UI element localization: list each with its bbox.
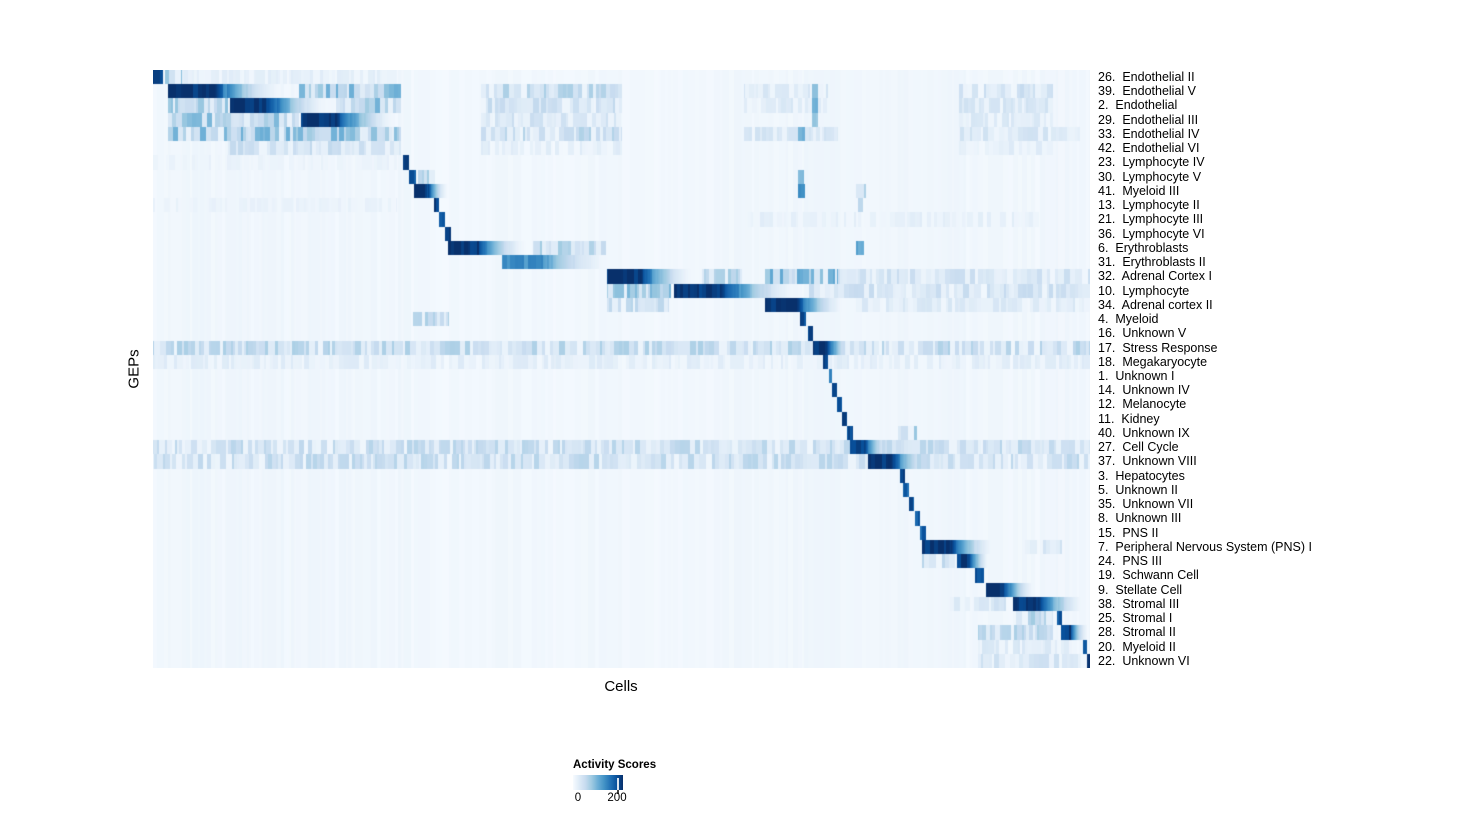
row-label: 33. Endothelial IV xyxy=(1098,126,1200,141)
row-label: 9. Stellate Cell xyxy=(1098,582,1183,597)
row-label: 38. Stromal III xyxy=(1098,596,1180,611)
heatmap-canvas xyxy=(153,70,1090,668)
row-label: 26. Endothelial II xyxy=(1098,70,1195,84)
row-label: 39. Endothelial V xyxy=(1098,84,1196,99)
row-label: 12. Melanocyte xyxy=(1098,397,1187,412)
row-label: 29. Endothelial III xyxy=(1098,112,1199,127)
row-label: 5. Unknown II xyxy=(1098,482,1178,497)
legend-tick-icon xyxy=(617,790,619,794)
row-label: 22. Unknown VI xyxy=(1098,653,1190,668)
row-label: 1. Unknown I xyxy=(1098,369,1175,383)
x-axis-label: Cells xyxy=(604,678,638,695)
row-label: 18. Megakaryocyte xyxy=(1098,354,1208,369)
row-label: 41. Myeloid III xyxy=(1098,183,1180,198)
row-label: 42. Endothelial VI xyxy=(1098,141,1200,156)
row-label: 3. Hepatocytes xyxy=(1098,468,1185,483)
row-label: 23. Lymphocyte IV xyxy=(1098,155,1205,170)
row-labels: 26. Endothelial II 39. Endothelial V 2. En… xyxy=(1098,70,1454,668)
row-label: 8. Unknown III xyxy=(1098,511,1182,526)
row-label: 40. Unknown IX xyxy=(1098,425,1190,440)
row-label: 20. Myeloid II xyxy=(1098,639,1176,654)
row-label: 15. PNS II xyxy=(1098,525,1159,540)
row-label: 4. Myeloid xyxy=(1098,312,1159,327)
legend: Activity Scores 0 200 xyxy=(573,759,656,804)
row-label: 24. PNS III xyxy=(1098,554,1162,569)
y-axis-label: GEPs xyxy=(125,349,143,389)
row-label: 10. Lymphocyte xyxy=(1098,283,1190,298)
row-label: 6. Erythroblasts xyxy=(1098,240,1189,255)
row-label: 2. Endothelial xyxy=(1098,98,1178,113)
legend-title: Activity Scores xyxy=(573,759,657,771)
row-label: 11. Kidney xyxy=(1098,411,1160,426)
row-label: 21. Lymphocyte III xyxy=(1098,212,1204,227)
row-label: 30. Lymphocyte V xyxy=(1098,169,1202,184)
row-label: 25. Stromal I xyxy=(1098,611,1173,626)
legend-gradient-bar xyxy=(573,775,623,794)
legend-tick-icon xyxy=(617,778,619,790)
row-label: 37. Unknown VIII xyxy=(1098,454,1197,469)
row-label: 7. Peripheral Nervous System (PNS) I xyxy=(1098,539,1312,554)
row-label: 17. Stress Response xyxy=(1098,340,1218,355)
row-label: 19. Schwann Cell xyxy=(1098,568,1199,583)
legend-tick-label-min: 0 xyxy=(574,792,582,804)
row-label: 13. Lymphocyte II xyxy=(1098,198,1200,213)
row-label: 32. Adrenal Cortex I xyxy=(1098,269,1212,284)
row-label: 27. Cell Cycle xyxy=(1098,440,1179,455)
row-label: 36. Lymphocyte VI xyxy=(1098,226,1205,241)
row-label: 16. Unknown V xyxy=(1098,326,1187,341)
legend-tick-label-max: 200 xyxy=(607,792,627,804)
row-label: 34. Adrenal cortex II xyxy=(1098,297,1213,312)
legend-tick-labels: 0 200 xyxy=(573,790,633,804)
row-label: 35. Unknown VII xyxy=(1098,497,1194,512)
row-label: 28. Stromal II xyxy=(1098,625,1176,640)
row-label: 14. Unknown IV xyxy=(1098,383,1190,398)
row-label: 31. Erythroblasts II xyxy=(1098,255,1206,270)
